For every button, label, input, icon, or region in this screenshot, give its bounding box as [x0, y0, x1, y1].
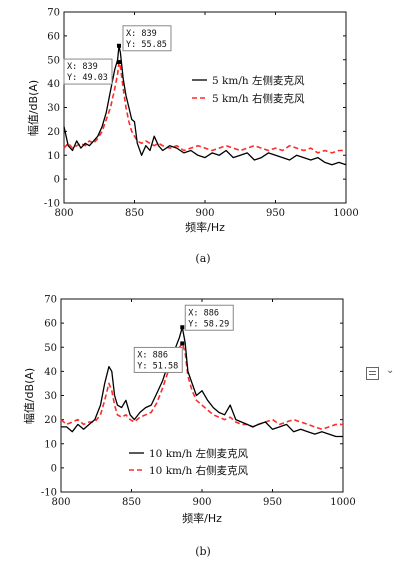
datatip-x: X: 839	[67, 62, 98, 72]
x-axis-ticks: 800 850 900 950 1000	[54, 12, 359, 219]
datatip-marker	[116, 60, 121, 65]
series-lines	[63, 45, 347, 166]
y-tick-label: 60	[47, 31, 60, 42]
y-tick-label: 0	[51, 463, 57, 474]
datatip-box	[122, 25, 172, 52]
x-tick-label: 900	[195, 208, 214, 219]
datatip-box	[63, 58, 113, 85]
datatip-marker	[116, 43, 121, 48]
legend: 10 km/h 左侧麦克风 10 km/h 右侧麦克风	[129, 447, 249, 477]
legend-label-1: 10 km/h 左侧麦克风	[149, 447, 249, 460]
series-line-1	[61, 326, 343, 438]
chart-panel-b: -10 0 10 20 30 40 50 60 70 800 850 900 950 1000 X: 8…	[23, 295, 356, 559]
datatip-y: Y: 55.85	[126, 40, 167, 50]
y-tick-label: 50	[47, 55, 60, 66]
x-axis-ticks: 800 850 900 950 1000	[51, 299, 356, 508]
datatip-x: X: 886	[188, 308, 219, 318]
datatip-marker	[180, 341, 185, 346]
y-tick-label: -10	[41, 488, 57, 499]
x-tick-label: 850	[122, 497, 141, 508]
chevron-down-icon[interactable]: ⌄	[386, 365, 395, 376]
view-toggle-widget[interactable]: ⌄	[366, 365, 399, 385]
y-tick-label: 70	[44, 295, 57, 306]
datatip-y: Y: 51.58	[137, 361, 178, 371]
plot-area	[60, 298, 344, 493]
y-axis-label: 幅值/dB(A)	[27, 80, 40, 136]
y-tick-label: 60	[44, 319, 57, 330]
y-tick-label: 50	[44, 343, 57, 354]
legend-label-2: 5 km/h 右侧麦克风	[212, 92, 305, 105]
y-tick-label: 20	[47, 127, 60, 138]
datatip-y: Y: 58.29	[188, 319, 229, 329]
plot-area	[63, 11, 347, 204]
x-tick-label: 900	[192, 497, 211, 508]
x-tick-label: 800	[51, 497, 70, 508]
x-tick-label: 950	[263, 497, 282, 508]
series-line-2	[63, 61, 346, 154]
caption: (a)	[195, 252, 210, 265]
y-tick-label: 10	[47, 151, 60, 162]
list-view-icon[interactable]	[366, 367, 379, 380]
y-tick-label: 30	[44, 391, 57, 402]
datatip-y: Y: 49.03	[67, 73, 108, 83]
x-tick-label: 1000	[333, 208, 358, 219]
x-axis-label: 频率/Hz	[182, 511, 222, 525]
y-tick-label: 40	[44, 367, 57, 378]
x-tick-label: 950	[266, 208, 285, 219]
datatip-box	[133, 346, 183, 373]
y-tick-label: 0	[54, 175, 60, 186]
datatip-marker	[180, 325, 185, 330]
series-lines	[60, 326, 343, 438]
x-tick-label: 850	[125, 208, 144, 219]
series-line-2	[60, 342, 343, 431]
y-axis-label: 幅值/dB(A)	[23, 368, 36, 424]
datatip-box	[184, 304, 234, 331]
y-tick-label: 20	[44, 415, 57, 426]
y-tick-label: 40	[47, 79, 60, 90]
datatip-x: X: 839	[126, 29, 157, 39]
legend-label-2: 10 km/h 右侧麦克风	[149, 464, 249, 477]
series-line-1	[63, 45, 347, 166]
legend-label-1: 5 km/h 左侧麦克风	[212, 74, 305, 87]
datatip-x: X: 886	[137, 350, 168, 360]
x-tick-label: 1000	[330, 497, 355, 508]
y-tick-label: 70	[47, 8, 60, 19]
x-axis-label: 频率/Hz	[185, 220, 225, 234]
chart-panel-a: -10 0 10 20 30 40 50 60 70 800 850 900 950 1000 X: 8…	[27, 8, 359, 266]
y-tick-label: -10	[44, 199, 60, 210]
x-tick-label: 800	[54, 208, 73, 219]
y-tick-label: 10	[44, 439, 57, 450]
caption: (b)	[195, 545, 211, 558]
legend: 5 km/h 左侧麦克风 5 km/h 右侧麦克风	[192, 74, 305, 105]
y-tick-label: 30	[47, 103, 60, 114]
